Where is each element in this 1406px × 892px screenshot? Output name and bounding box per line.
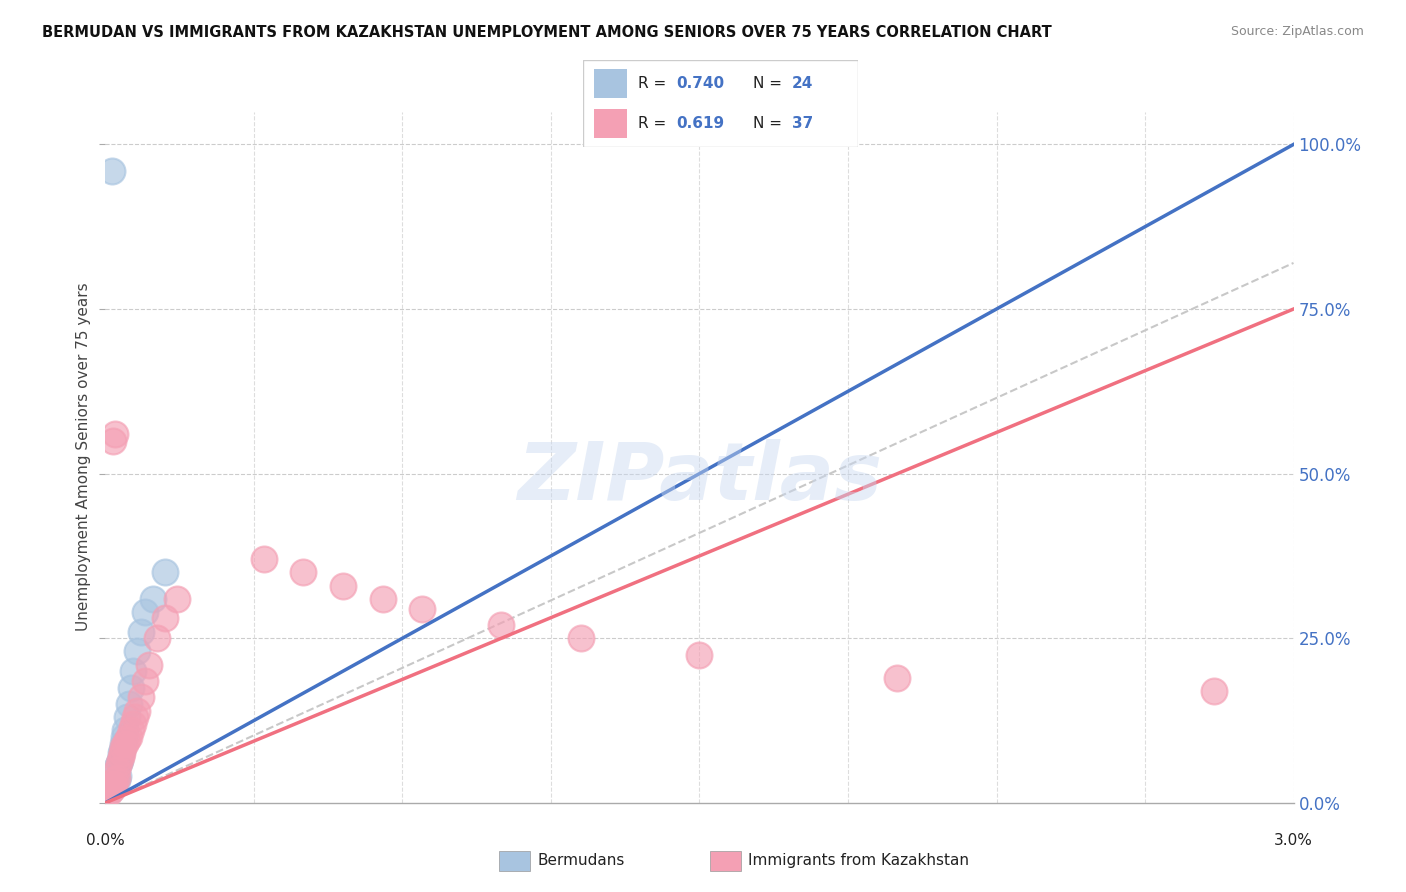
Y-axis label: Unemployment Among Seniors over 75 years: Unemployment Among Seniors over 75 years <box>76 283 91 632</box>
Text: Bermudans: Bermudans <box>537 854 624 868</box>
Point <box>166 591 188 606</box>
Point <box>371 591 394 606</box>
Point <box>100 782 122 797</box>
Point <box>122 716 145 731</box>
Point <box>411 601 433 615</box>
Point <box>491 618 513 632</box>
Point <box>111 747 134 761</box>
Point <box>104 774 127 789</box>
Text: Immigrants from Kazakhstan: Immigrants from Kazakhstan <box>748 854 969 868</box>
Point <box>332 578 354 592</box>
Point <box>253 552 276 566</box>
Text: 0.619: 0.619 <box>676 116 725 131</box>
Text: Source: ZipAtlas.com: Source: ZipAtlas.com <box>1230 25 1364 38</box>
Point <box>120 681 142 695</box>
Text: 37: 37 <box>792 116 813 131</box>
Text: ZIPatlas: ZIPatlas <box>517 439 882 516</box>
Bar <box>595 109 627 138</box>
Text: BERMUDAN VS IMMIGRANTS FROM KAZAKHSTAN UNEMPLOYMENT AMONG SENIORS OVER 75 YEARS : BERMUDAN VS IMMIGRANTS FROM KAZAKHSTAN U… <box>42 25 1052 40</box>
Point <box>108 756 131 771</box>
Point <box>100 782 122 797</box>
Point <box>153 611 176 625</box>
Point <box>112 737 135 751</box>
Point <box>105 759 128 773</box>
Point <box>98 786 121 800</box>
Point <box>101 781 124 796</box>
Point <box>569 631 592 645</box>
Point <box>110 747 132 761</box>
Point <box>1204 684 1226 698</box>
Text: N =: N = <box>754 116 787 131</box>
Point <box>153 566 176 580</box>
Point <box>105 771 128 785</box>
Point <box>114 737 136 751</box>
Text: 0.740: 0.740 <box>676 76 725 91</box>
Point <box>103 776 125 790</box>
Point <box>292 566 315 580</box>
Point <box>127 644 149 658</box>
Text: 24: 24 <box>792 76 813 91</box>
Point <box>142 591 165 606</box>
Text: R =: R = <box>638 116 672 131</box>
Text: 0.0%: 0.0% <box>86 833 125 847</box>
Bar <box>595 69 627 98</box>
Point <box>105 772 128 787</box>
FancyBboxPatch shape <box>583 60 858 147</box>
Point <box>134 673 156 688</box>
Point <box>122 664 145 678</box>
Point <box>886 671 908 685</box>
Point <box>107 769 129 783</box>
Point <box>110 749 132 764</box>
Text: 3.0%: 3.0% <box>1274 833 1313 847</box>
Text: N =: N = <box>754 76 787 91</box>
Point <box>689 648 711 662</box>
Point <box>129 624 152 639</box>
Point <box>114 723 136 738</box>
Point <box>114 730 136 744</box>
Point <box>111 743 134 757</box>
Point <box>146 631 169 645</box>
Point <box>103 777 125 791</box>
Point <box>112 739 135 754</box>
Point <box>120 723 142 738</box>
Point <box>108 756 131 771</box>
Point <box>138 657 160 672</box>
Point <box>118 697 141 711</box>
Point <box>127 704 149 718</box>
Point <box>103 777 125 791</box>
Point <box>104 427 127 442</box>
Point <box>103 780 125 794</box>
Point <box>104 772 127 787</box>
Point <box>118 730 141 744</box>
Point <box>110 753 132 767</box>
Point <box>105 763 128 777</box>
Point <box>103 434 125 448</box>
Point <box>101 163 124 178</box>
Point <box>134 605 156 619</box>
Point <box>124 710 146 724</box>
Point <box>129 690 152 705</box>
Point <box>115 733 138 747</box>
Point <box>115 710 138 724</box>
Text: R =: R = <box>638 76 672 91</box>
